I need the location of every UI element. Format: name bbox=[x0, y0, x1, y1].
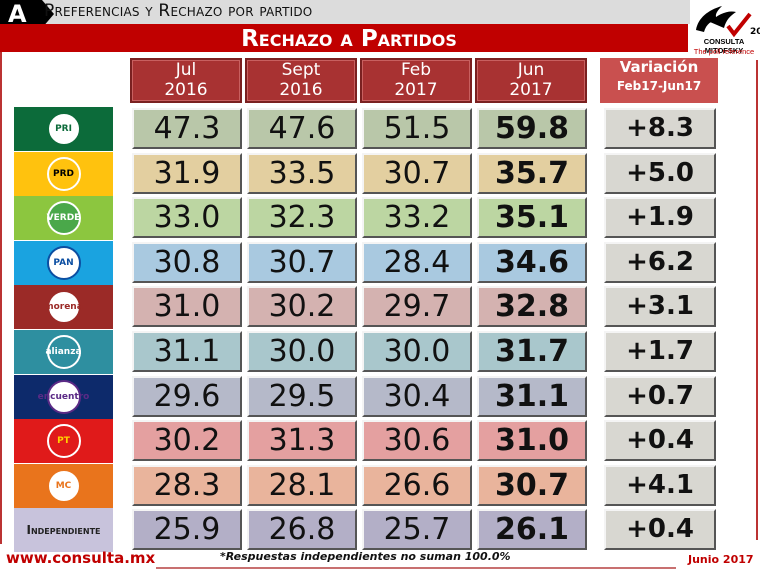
value-cell: 30.8 bbox=[132, 241, 242, 283]
logo-emblem-icon: 20 bbox=[696, 6, 760, 38]
column-header-feb-2017: Feb 2017 bbox=[360, 58, 472, 103]
value-cell: 30.7 bbox=[477, 464, 587, 506]
verde-emblem-icon: VERDE bbox=[46, 201, 81, 236]
value-cell: 47.6 bbox=[247, 108, 357, 149]
value-cell: 26.1 bbox=[477, 509, 587, 551]
title-bar bbox=[0, 24, 688, 52]
value-cell: 31.7 bbox=[477, 331, 587, 372]
section-title: Preferencias y Rechazo por partido bbox=[44, 1, 313, 21]
party-logo-mc: MC bbox=[14, 463, 113, 508]
logo-tagline: The poll reference bbox=[693, 47, 755, 56]
value-cell: 47.3 bbox=[132, 108, 242, 149]
frame-left bbox=[0, 52, 2, 544]
value-cell: 31.0 bbox=[477, 420, 587, 462]
variation-cell: +5.0 bbox=[604, 152, 716, 194]
value-cell: 28.4 bbox=[362, 241, 472, 283]
value-cell: 30.7 bbox=[362, 152, 472, 194]
value-cell: 35.1 bbox=[477, 197, 587, 239]
value-cell: 26.8 bbox=[247, 509, 357, 551]
svg-text:20: 20 bbox=[750, 27, 760, 37]
encuentro-emblem-icon: encuentro bbox=[38, 379, 89, 414]
value-cell: 33.5 bbox=[247, 152, 357, 194]
party-logo-verde: VERDE bbox=[14, 196, 113, 241]
mitofsky-logo: 20 CONSULTA MITOFSKY The poll reference bbox=[688, 0, 760, 60]
party-logo-pri: PRI bbox=[14, 107, 113, 151]
value-cell: 30.0 bbox=[247, 331, 357, 372]
value-cell: 30.4 bbox=[362, 375, 472, 417]
value-cell: 31.9 bbox=[132, 152, 242, 194]
value-cell: 33.0 bbox=[132, 197, 242, 239]
frame-right bbox=[756, 60, 758, 540]
value-cell: 34.6 bbox=[477, 241, 587, 283]
value-cell: 35.7 bbox=[477, 152, 587, 194]
mc-emblem-icon: MC bbox=[46, 468, 81, 503]
footer-divider bbox=[156, 567, 676, 569]
party-logo-encuentro: encuentro bbox=[14, 374, 113, 419]
variation-cell: +3.1 bbox=[604, 286, 716, 328]
value-cell: 31.1 bbox=[132, 331, 242, 372]
value-cell: 33.2 bbox=[362, 197, 472, 239]
value-cell: 30.2 bbox=[132, 420, 242, 462]
column-header-variation: Variación Feb17-Jun17 bbox=[600, 58, 718, 103]
prd-emblem-icon: PRD bbox=[46, 156, 81, 191]
value-cell: 28.3 bbox=[132, 464, 242, 506]
value-cell: 29.5 bbox=[247, 375, 357, 417]
value-cell: 30.6 bbox=[362, 420, 472, 462]
column-header-jul-2016: Jul 2016 bbox=[130, 58, 242, 103]
value-cell: 28.1 bbox=[247, 464, 357, 506]
party-label: Independiente bbox=[26, 523, 101, 538]
value-cell: 31.3 bbox=[247, 420, 357, 462]
party-logo-morena: morena bbox=[14, 285, 113, 330]
party-logo-pan: PAN bbox=[14, 240, 113, 285]
footer-date: Junio 2017 bbox=[688, 553, 754, 566]
logo-brand: CONSULTA MITOFSKY bbox=[703, 37, 745, 55]
value-cell: 31.1 bbox=[477, 375, 587, 417]
value-cell: 51.5 bbox=[362, 108, 472, 149]
pan-emblem-icon: PAN bbox=[46, 245, 81, 280]
section-badge: A bbox=[0, 0, 54, 28]
value-cell: 29.6 bbox=[132, 375, 242, 417]
alianza-emblem-icon: alianza bbox=[45, 335, 82, 369]
variation-cell: +0.4 bbox=[604, 509, 716, 551]
variation-cell: +1.7 bbox=[604, 331, 716, 372]
value-cell: 25.7 bbox=[362, 509, 472, 551]
pt-emblem-icon: PT bbox=[46, 424, 81, 459]
column-header-sept-2016: Sept 2016 bbox=[245, 58, 357, 103]
party-logo-prd: PRD bbox=[14, 151, 113, 196]
footer-note: *Respuestas independientes no suman 100.… bbox=[220, 550, 511, 563]
variation-cell: +0.7 bbox=[604, 375, 716, 417]
value-cell: 30.7 bbox=[247, 241, 357, 283]
value-cell: 32.3 bbox=[247, 197, 357, 239]
value-cell: 25.9 bbox=[132, 509, 242, 551]
value-cell: 30.0 bbox=[362, 331, 472, 372]
page-title: Rechazo a Partidos bbox=[241, 26, 457, 52]
value-cell: 29.7 bbox=[362, 286, 472, 328]
pri-emblem-icon: PRI bbox=[46, 112, 81, 146]
party-logo-alianza: alianza bbox=[14, 330, 113, 374]
party-logo-pt: PT bbox=[14, 419, 113, 464]
variation-cell: +1.9 bbox=[604, 197, 716, 239]
party-logo-independiente: Independiente bbox=[14, 508, 113, 553]
value-cell: 26.6 bbox=[362, 464, 472, 506]
section-bar bbox=[0, 0, 690, 24]
variation-cell: +0.4 bbox=[604, 420, 716, 462]
value-cell: 30.2 bbox=[247, 286, 357, 328]
variation-cell: +4.1 bbox=[604, 464, 716, 506]
value-cell: 59.8 bbox=[477, 108, 587, 149]
footer-url[interactable]: www.consulta.mx bbox=[6, 549, 156, 567]
value-cell: 31.0 bbox=[132, 286, 242, 328]
variation-cell: +6.2 bbox=[604, 241, 716, 283]
column-header-jun-2017: Jun 2017 bbox=[475, 58, 587, 103]
variation-cell: +8.3 bbox=[604, 108, 716, 149]
morena-emblem-icon: morena bbox=[44, 290, 83, 325]
value-cell: 32.8 bbox=[477, 286, 587, 328]
